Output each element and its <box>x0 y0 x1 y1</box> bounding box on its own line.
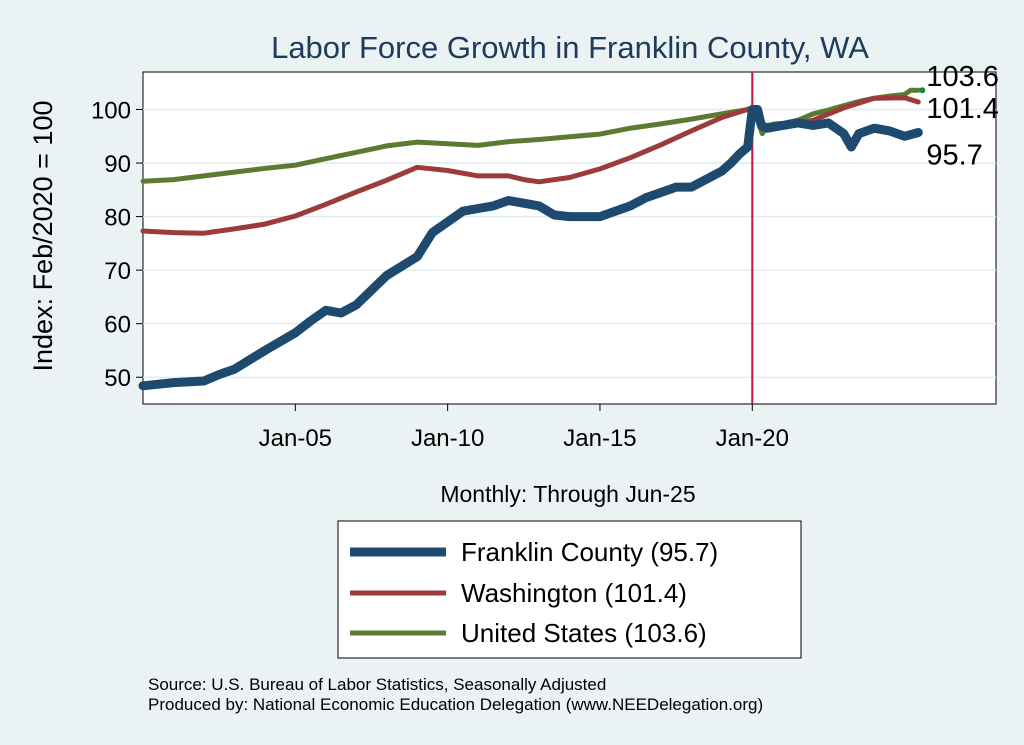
x-tick-label: Jan-05 <box>259 425 332 452</box>
series-line-franklin-county <box>138 105 923 391</box>
produced-by-note: Produced by: National Economic Education… <box>148 695 763 714</box>
plot-area <box>142 71 997 405</box>
x-tick-label: Jan-15 <box>563 425 636 452</box>
end-label-united-states: 103.6 <box>926 61 999 93</box>
series-lines <box>138 87 923 391</box>
end-label-washington: 101.4 <box>926 93 999 125</box>
x-axis-label: Monthly: Through Jun-25 <box>440 481 695 507</box>
chart-title: Labor Force Growth in Franklin County, W… <box>271 30 869 65</box>
x-tick-label: Jan-10 <box>411 425 484 452</box>
y-tick-label: 50 <box>104 365 131 392</box>
end-point-marker <box>919 87 926 94</box>
end-label-franklin-county: 95.7 <box>926 140 982 172</box>
legend: Franklin County (95.7) Washington (101.4)… <box>337 520 802 659</box>
y-axis-label: Index: Feb/2020 = 100 <box>28 101 58 372</box>
source-note: Source: U.S. Bureau of Labor Statistics,… <box>148 675 606 694</box>
x-tick-label: Jan-20 <box>716 425 789 452</box>
y-tick-label: 70 <box>104 258 131 285</box>
legend-label-washington: Washington (101.4) <box>461 578 687 608</box>
y-tick-label: 60 <box>104 312 131 339</box>
legend-label-united-states: United States (103.6) <box>461 618 707 648</box>
y-tick-label: 90 <box>104 151 131 178</box>
y-tick-label: 100 <box>91 97 131 124</box>
y-axis: 50 60 70 80 90 100 <box>91 97 143 392</box>
x-axis: Jan-05 Jan-10 Jan-15 Jan-20 <box>259 404 789 452</box>
y-tick-label: 80 <box>104 205 131 232</box>
legend-label-franklin-county: Franklin County (95.7) <box>461 537 718 567</box>
